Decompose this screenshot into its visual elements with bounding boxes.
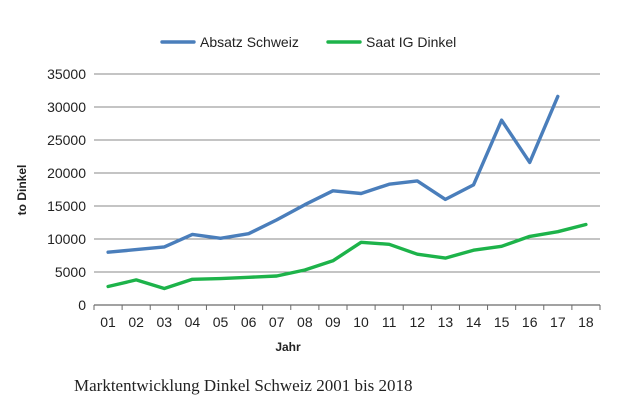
data-point: [472, 183, 475, 187]
data-point: [106, 285, 110, 288]
data-point: [275, 274, 278, 278]
series-line-1: [106, 94, 560, 254]
y-tick-label: 5000: [55, 264, 86, 280]
data-point: [416, 252, 419, 256]
data-point: [219, 237, 222, 240]
data-point: [500, 245, 503, 248]
data-point: [191, 278, 194, 281]
y-tick-label: 10000: [47, 231, 86, 247]
y-tick-label: 30000: [47, 99, 86, 115]
x-tick-label: 15: [494, 314, 510, 330]
y-tick-label: 15000: [47, 198, 86, 214]
x-tick-label: 11: [382, 314, 397, 330]
line-chart: 0 5000 10000 15000 20000 25000 30000 35000 01 02 0…: [15, 34, 601, 354]
data-point: [106, 251, 110, 254]
data-point: [247, 232, 250, 235]
y-tick-label: 0: [78, 297, 86, 313]
x-tick-label: 07: [269, 314, 285, 330]
x-axis-label: Jahr: [275, 340, 301, 354]
data-point: [134, 278, 138, 282]
legend: Absatz Schweiz Saat IG Dinkel: [160, 34, 456, 50]
data-point: [331, 259, 335, 262]
data-point: [500, 119, 503, 122]
data-point: [556, 95, 560, 98]
data-point: [472, 249, 475, 252]
x-tick-label: 10: [353, 314, 369, 330]
data-point: [219, 277, 222, 280]
x-tick-label: 17: [550, 314, 566, 330]
legend-label: Saat IG Dinkel: [366, 34, 456, 50]
x-tick-label: 14: [466, 314, 482, 330]
x-tick-label: 12: [409, 314, 425, 330]
data-point: [416, 179, 419, 183]
gridlines: [94, 73, 600, 306]
data-point: [247, 276, 250, 279]
data-point: [444, 198, 447, 201]
data-point: [191, 233, 194, 236]
data-point: [163, 287, 166, 290]
series-lines: [106, 94, 588, 291]
data-point: [359, 241, 363, 244]
data-point: [387, 183, 391, 186]
data-point: [387, 243, 391, 246]
data-point: [359, 192, 363, 195]
data-point: [584, 223, 588, 226]
data-point: [275, 218, 278, 222]
x-tick-label: 04: [185, 314, 201, 330]
y-tick-label: 20000: [47, 165, 86, 181]
data-point: [528, 235, 531, 238]
x-tick-label: 16: [522, 314, 538, 330]
x-tick-label: 06: [241, 314, 257, 330]
data-point: [444, 256, 447, 260]
y-tick-label: 25000: [47, 132, 86, 148]
data-point: [134, 248, 138, 251]
series-line-2: [106, 222, 588, 291]
x-tick-label: 03: [156, 314, 172, 330]
x-tick-label: 01: [100, 314, 116, 330]
data-point: [528, 161, 531, 164]
x-tick-label: 02: [128, 314, 144, 330]
x-tick-label: 13: [438, 314, 454, 330]
chart: 0 5000 10000 15000 20000 25000 30000 35000 01 02 0…: [15, 34, 601, 354]
x-tick-label: 08: [297, 314, 313, 330]
data-point: [303, 268, 307, 272]
data-point: [163, 245, 166, 249]
y-axis-label: to Dinkel: [15, 165, 29, 216]
data-point: [331, 189, 335, 193]
data-point: [303, 203, 307, 206]
x-tick-label: 18: [578, 314, 594, 330]
y-tick-label: 35000: [47, 66, 86, 82]
legend-label: Absatz Schweiz: [200, 34, 299, 50]
x-tick-label: 09: [325, 314, 341, 330]
chart-caption: Marktentwicklung Dinkel Schweiz 2001 bis…: [74, 376, 413, 395]
axes: 0 5000 10000 15000 20000 25000 30000 35000 01 02 0…: [47, 66, 601, 330]
data-point: [556, 230, 560, 233]
x-tick-label: 05: [213, 314, 229, 330]
